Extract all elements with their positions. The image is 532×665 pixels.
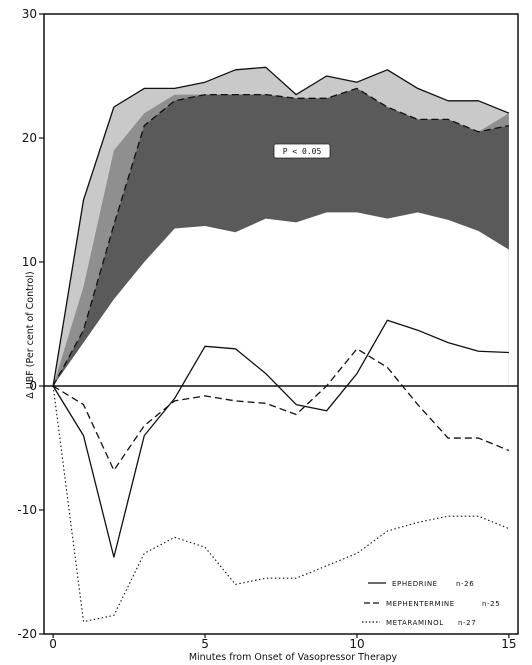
x-tick-label: 5 <box>201 637 209 651</box>
series-line-band-edge-3 <box>52 66 510 387</box>
y-axis-label: Δ UBF (Per cent of Control) <box>25 271 36 398</box>
legend-n-mephentermine: n-25 <box>482 600 500 608</box>
y-tick-label: 10 <box>22 255 37 269</box>
legend: EPHEDRINE n-26 MEPHENTERMINE n-25 METARA… <box>362 580 500 627</box>
series-line-mephentermine <box>52 348 510 471</box>
y-tick-label: 30 <box>22 7 37 21</box>
series-line-band-edge-4 <box>52 87 510 387</box>
annotation-text: P < 0.05 <box>283 147 322 156</box>
legend-label-mephentermine: MEPHENTERMINE <box>386 600 455 608</box>
x-tick-label: 0 <box>49 637 57 651</box>
x-tick-label: 10 <box>349 637 364 651</box>
annotation-box <box>273 143 331 159</box>
x-axis-label: Minutes from Onset of Vasopressor Therap… <box>189 652 398 663</box>
plot-frame <box>43 13 519 635</box>
annotation: P < 0.05 <box>273 143 331 159</box>
series-layer <box>52 66 510 623</box>
x-tick-label: 15 <box>501 637 516 651</box>
y-tick-label: -20 <box>17 627 37 641</box>
y-tick-label: -10 <box>17 503 37 517</box>
bands-layer <box>53 67 509 387</box>
legend-label-ephedrine: EPHEDRINE <box>392 580 438 588</box>
axes-layer <box>43 13 519 635</box>
y-tick-label: 20 <box>22 131 37 145</box>
legend-n-metaraminol: n-27 <box>458 619 476 627</box>
ticks-layer: -20 -10 0 10 20 30 0 5 10 15 <box>17 7 516 651</box>
legend-label-metaraminol: METARAMINOL <box>386 619 444 627</box>
y-tick-label: 0 <box>29 379 37 393</box>
series-line-metaraminol <box>52 385 510 623</box>
series-line-ephedrine <box>52 319 509 558</box>
band-lower <box>53 212 509 386</box>
legend-n-ephedrine: n-26 <box>456 580 474 588</box>
